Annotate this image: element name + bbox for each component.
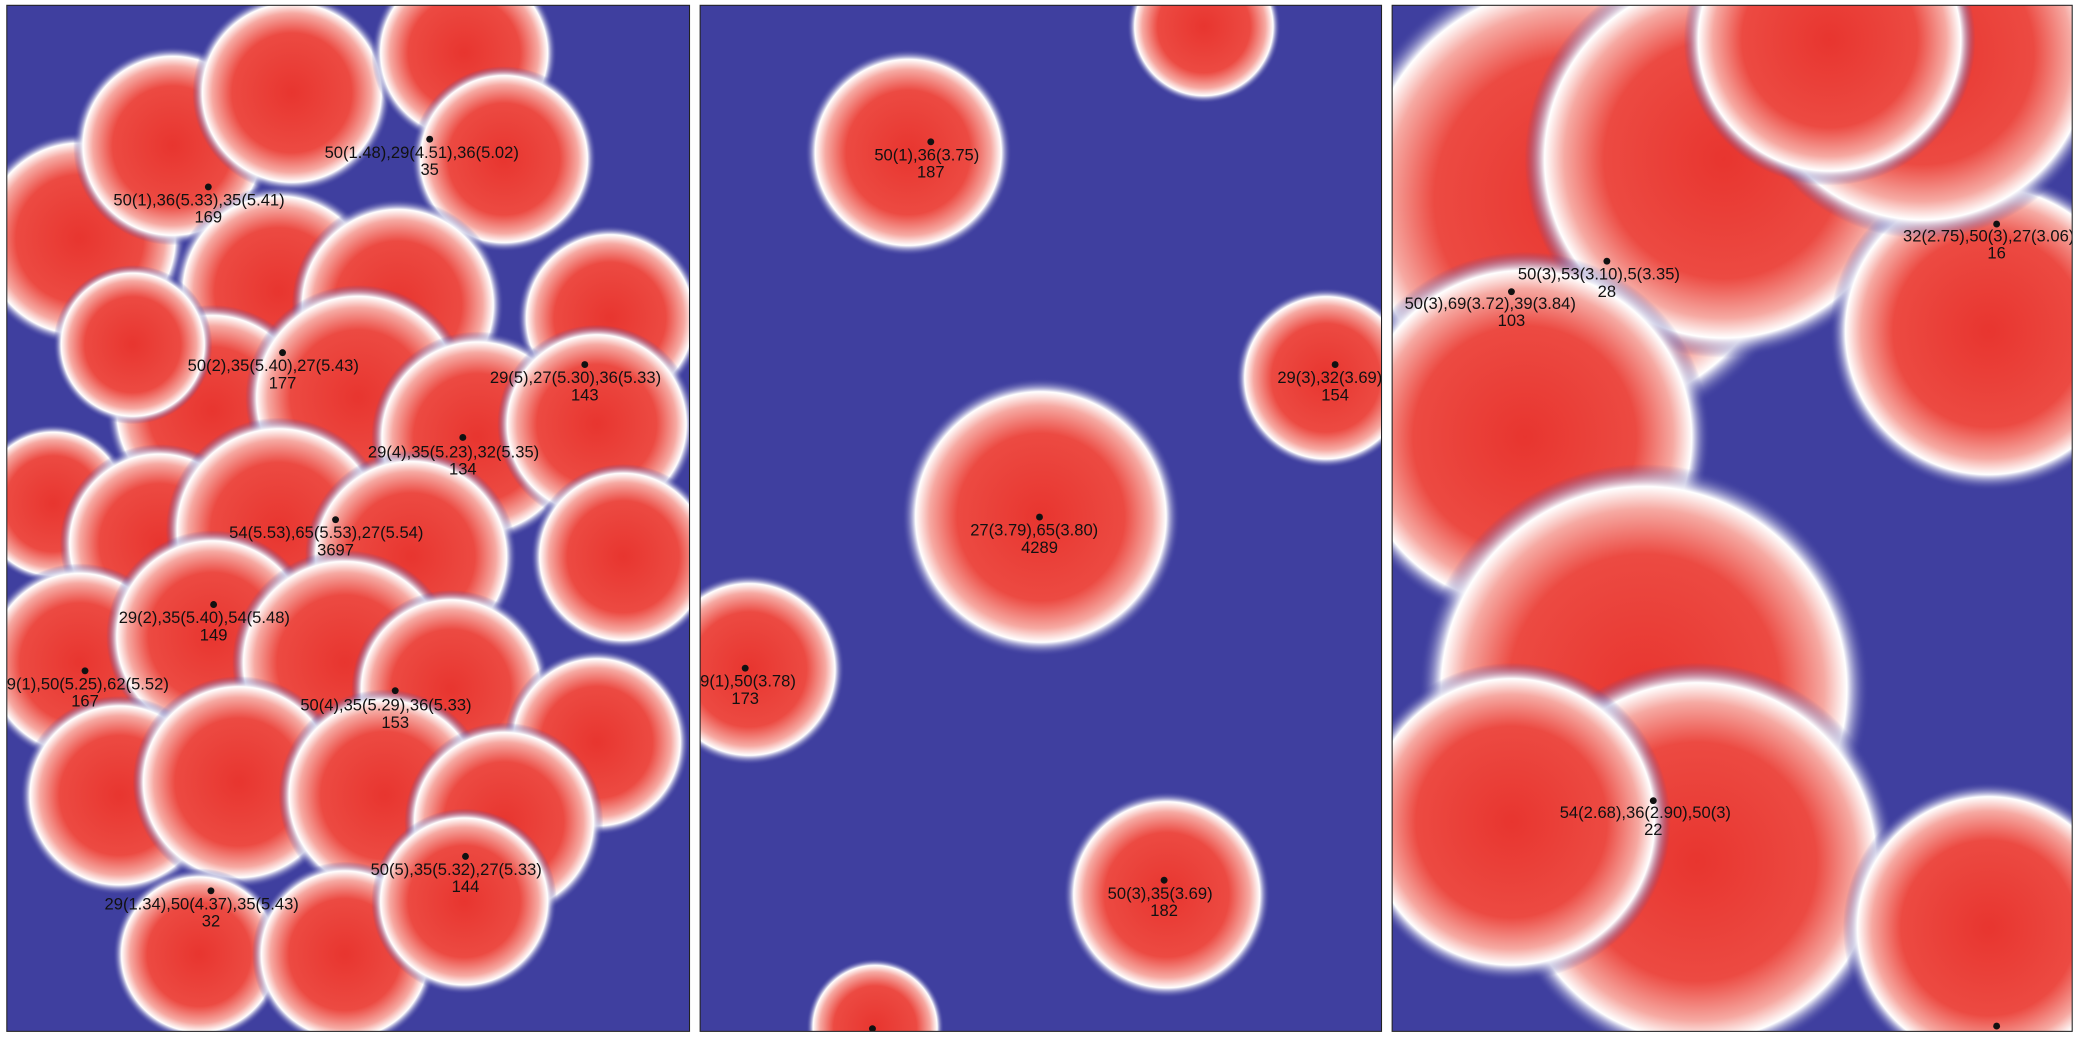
point-label: 29(4),35(5.23),32(5.35) [368, 442, 539, 461]
point-label: 50(2),35(5.40),27(5.43) [188, 356, 359, 375]
point-count: 187 [917, 163, 945, 182]
point-count: 149 [200, 625, 228, 644]
point-count: 154 [1321, 385, 1349, 404]
point-dot [279, 349, 286, 357]
panel: 50(1.48),29(4.51),36(5.02)35 50(1),36(5.3… [6, 5, 690, 1032]
point-dot [459, 434, 467, 441]
point-count: 32 [202, 912, 220, 931]
point-dot [1649, 797, 1657, 805]
point-dot [207, 887, 215, 895]
density-blob [806, 958, 945, 1032]
point-count: 173 [731, 689, 759, 708]
point-count: 16 [1987, 244, 2005, 263]
point-dot [462, 852, 469, 860]
panel-border [699, 4, 1383, 1032]
point-label: 9(1),50(3.78) [700, 672, 796, 691]
point-dot [332, 516, 340, 524]
density-blob [1829, 172, 2073, 491]
point-label: 29(3),32(3.69) [1277, 368, 1382, 387]
point-dot [81, 667, 89, 675]
point-count: 22 [1644, 820, 1662, 839]
panel-border [6, 4, 691, 1032]
point-count: 182 [1150, 901, 1178, 920]
point-label: 29(2),35(5.40),54(5.48) [119, 608, 290, 627]
point-dot [1036, 513, 1043, 521]
density-blob [804, 49, 1012, 256]
density-blob [192, 5, 392, 193]
point-label: 32(2.75),50(3),27(3.06) [1903, 226, 2074, 245]
point-label: 50(5),35(5.32),27(5.33) [371, 860, 542, 879]
point-dot [1603, 257, 1611, 265]
point-label: 29(1.34),50(4.37),35(5.43) [105, 894, 299, 913]
point-dot [204, 183, 212, 191]
density-blob [1842, 782, 2073, 1032]
density-blob [530, 464, 690, 650]
point-label: 50(1.48),29(4.51),36(5.02) [325, 143, 519, 162]
point-label: 50(3),69(3.72),39(3.84) [1405, 294, 1576, 313]
point-label: 50(4),35(5.29),36(5.33) [300, 696, 471, 715]
density-blob [371, 808, 557, 995]
point-label: 9(1),50(5.25),62(5.52) [7, 674, 169, 693]
point-dot [391, 687, 399, 695]
point-count: 134 [449, 460, 477, 479]
density-blob [53, 265, 213, 425]
panel: 32(2.75),50(3),27(3.06)16 50(3),53(3.10),… [1392, 5, 2074, 1032]
point-label: 54(5.53),65(5.53),27(5.54) [229, 523, 423, 542]
point-count: 153 [381, 713, 409, 732]
point-dot [869, 1025, 876, 1032]
density-blob [411, 66, 597, 252]
point-dot [1993, 220, 2001, 228]
point-count: 177 [269, 373, 297, 392]
point-label: 54(2.68),36(2.90),50(3) [1560, 803, 1731, 822]
density-blob [1127, 5, 1281, 104]
point-label: 50(1),36(3.75) [874, 145, 979, 164]
point-label: 29(5),27(5.30),36(5.33) [490, 368, 661, 387]
point-count: 144 [452, 877, 480, 896]
point-label: 27(3.79),65(3.80) [970, 521, 1098, 540]
point-label: 50(3),53(3.10),5(3.35) [1518, 265, 1680, 284]
point-dot [426, 135, 434, 143]
point-dot [927, 138, 935, 146]
panel: 50(1),36(3.75)187 29(3),32(3.69)154 27(3.7… [700, 5, 1382, 1032]
density-blob [1235, 287, 1382, 468]
point-count: 35 [420, 160, 438, 179]
point-count: 3697 [317, 540, 354, 559]
point-count: 167 [71, 692, 99, 711]
point-count: 103 [1498, 311, 1526, 330]
point-dot [741, 664, 749, 672]
point-dot [581, 361, 589, 369]
point-dot [1331, 361, 1339, 369]
point-dot [1160, 876, 1168, 884]
density-blob [112, 868, 286, 1032]
point-count: 143 [571, 385, 599, 404]
density-blob [1063, 791, 1271, 999]
density-blob [1392, 662, 1671, 981]
density-blob [1683, 5, 1976, 186]
point-dot [1507, 288, 1515, 296]
panel-border [1391, 4, 2073, 1032]
point-label: 50(1),36(5.33),35(5.41) [113, 190, 284, 209]
point-count: 169 [194, 208, 222, 227]
point-count: 28 [1598, 282, 1616, 301]
point-label: 50(3),35(3.69) [1108, 884, 1213, 903]
point-dot [1993, 1022, 2001, 1030]
point-dot [210, 601, 218, 608]
point-count: 4289 [1021, 538, 1058, 557]
density-blob [700, 574, 845, 765]
